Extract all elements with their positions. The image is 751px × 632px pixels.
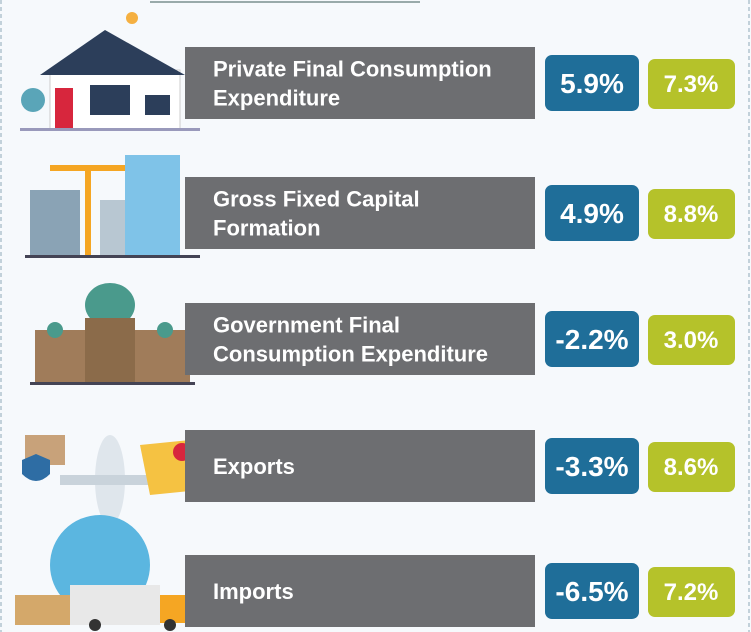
value-box-green — [648, 59, 735, 109]
row-label: Gross Fixed Capital — [213, 187, 420, 212]
value-secondary: 8.8% — [664, 201, 719, 228]
row-label: Exports — [213, 454, 295, 479]
house-icon — [20, 12, 200, 131]
value-box-blue — [545, 55, 639, 111]
import-icon — [15, 515, 188, 631]
mosque-icon — [30, 283, 195, 385]
label-bar — [185, 430, 535, 502]
construction-icon — [25, 155, 200, 258]
value-primary: 5.9% — [560, 68, 624, 99]
value-secondary: 8.6% — [664, 454, 719, 481]
row-label: Imports — [213, 579, 294, 604]
row-label: Government Final — [213, 313, 400, 338]
value-box-blue — [545, 311, 639, 367]
value-primary: -2.2% — [555, 324, 628, 355]
row-label: Formation — [213, 216, 321, 241]
value-box-blue — [545, 438, 639, 494]
label-bar — [185, 303, 535, 375]
value-box-green — [648, 189, 735, 239]
value-box-green — [648, 567, 735, 617]
value-primary: -3.3% — [555, 451, 628, 482]
label-bar — [185, 177, 535, 249]
value-primary: -6.5% — [555, 576, 628, 607]
value-secondary: 3.0% — [664, 327, 719, 354]
label-bar — [185, 555, 535, 627]
row-label: Expenditure — [213, 86, 340, 111]
value-box-green — [648, 315, 735, 365]
value-box-green — [648, 442, 735, 492]
value-secondary: 7.3% — [664, 71, 719, 98]
row-label: Private Final Consumption — [213, 57, 492, 82]
value-secondary: 7.2% — [664, 579, 719, 606]
value-box-blue — [545, 563, 639, 619]
value-box-blue — [545, 185, 639, 241]
value-primary: 4.9% — [560, 198, 624, 229]
label-bar — [185, 47, 535, 119]
row-label: Consumption Expenditure — [213, 342, 488, 367]
